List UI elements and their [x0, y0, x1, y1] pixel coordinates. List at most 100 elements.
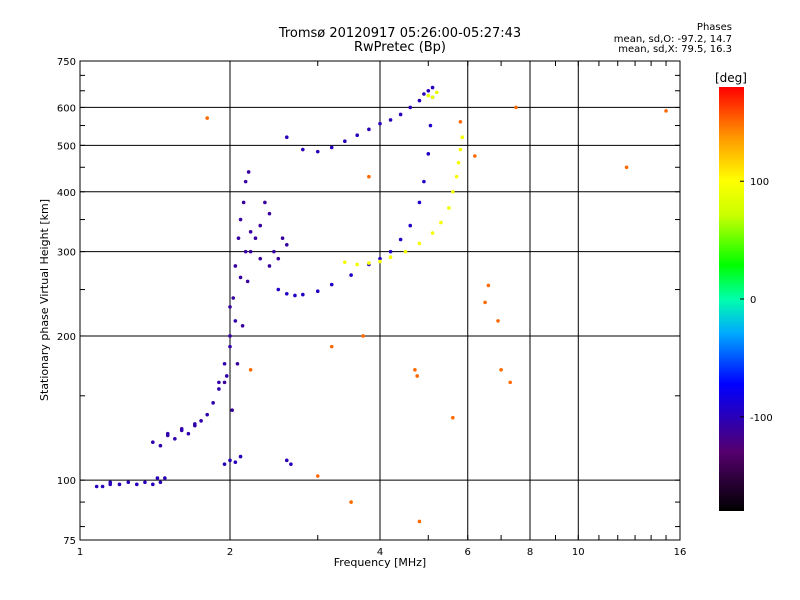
echo-point: [224, 374, 229, 378]
echo-point: [284, 242, 289, 247]
echo-point: [329, 344, 334, 349]
echo-point: [301, 292, 305, 297]
echo-point: [430, 85, 435, 90]
echo-point: [483, 300, 487, 305]
echo-point: [228, 334, 232, 338]
echo-point: [388, 249, 393, 254]
echo-point: [228, 305, 232, 309]
phases-o-stats: mean, sd,O: -97.2, 14.7: [613, 34, 732, 45]
echo-point: [236, 236, 241, 240]
echo-point: [243, 179, 248, 184]
echo-point: [163, 476, 167, 480]
x-tick-label: 4: [377, 547, 383, 558]
colorbar-tick-label: 100: [750, 177, 769, 188]
echo-point: [664, 109, 668, 113]
echo-point: [456, 160, 461, 165]
echo-point: [403, 249, 408, 254]
echo-point: [415, 374, 419, 378]
echo-point: [222, 462, 227, 466]
echo-point: [246, 170, 251, 174]
echo-point: [413, 367, 417, 372]
echo-point: [230, 408, 234, 412]
y-tick-label: 400: [57, 188, 76, 199]
echo-point: [241, 200, 246, 205]
echo-point: [458, 119, 463, 124]
echo-point: [94, 484, 99, 489]
echo-point: [408, 223, 413, 228]
colorbar-label: [deg]: [715, 71, 747, 85]
echo-point: [186, 431, 191, 436]
echo-point: [155, 476, 160, 480]
echo-point: [378, 121, 382, 126]
echo-point: [349, 500, 353, 504]
y-tick-label: 600: [57, 103, 76, 114]
echo-point: [267, 211, 272, 216]
echo-point: [422, 179, 426, 184]
echo-point: [496, 319, 500, 323]
echo-point: [217, 380, 221, 385]
echo-point: [151, 440, 155, 445]
y-tick-label: 750: [57, 57, 76, 68]
echo-point: [473, 154, 477, 158]
echo-point: [117, 482, 122, 487]
echo-point: [253, 236, 258, 240]
echo-point: [460, 135, 465, 139]
echo-point: [329, 145, 334, 150]
echo-point: [158, 480, 163, 485]
echo-point: [293, 293, 297, 298]
echo-point: [398, 112, 403, 117]
echo-point: [315, 289, 320, 294]
echo-point: [276, 256, 281, 261]
echo-point: [426, 88, 431, 93]
echo-point: [245, 279, 250, 284]
echo-point: [315, 474, 320, 478]
echo-point: [193, 422, 197, 426]
echo-point: [417, 241, 422, 246]
echo-point: [205, 116, 209, 120]
echo-point: [272, 249, 276, 254]
echo-point: [408, 105, 413, 110]
echo-point: [235, 361, 240, 366]
echo-point: [248, 367, 253, 372]
y-tick-label: 200: [57, 332, 76, 343]
y-tick-label: 300: [57, 248, 76, 259]
echo-point: [240, 324, 245, 328]
echo-point: [388, 118, 393, 122]
x-tick-label: 2: [227, 547, 233, 558]
echo-point: [367, 127, 371, 132]
echo-point: [355, 262, 359, 267]
echo-point: [231, 296, 236, 300]
echo-point: [388, 255, 393, 260]
echo-point: [499, 367, 503, 372]
echo-point: [301, 147, 305, 152]
y-tick-label: 75: [63, 536, 76, 547]
echo-point: [367, 174, 371, 179]
echo-point: [233, 264, 238, 268]
echo-point: [508, 380, 512, 385]
echo-point: [343, 139, 347, 144]
echo-point: [514, 105, 518, 110]
echo-point: [349, 273, 353, 277]
phases-x-stats: mean, sd,X: 79.5, 16.3: [618, 44, 732, 55]
echo-point: [151, 482, 155, 487]
echo-point: [100, 484, 105, 489]
echo-point: [315, 149, 320, 154]
echo-point: [228, 458, 232, 463]
phases-heading: Phases: [696, 22, 732, 33]
echo-point: [284, 291, 289, 296]
echo-point: [243, 249, 248, 254]
echo-point: [248, 229, 253, 234]
echo-point: [108, 482, 113, 487]
echo-point: [165, 431, 170, 436]
echo-point: [428, 123, 433, 128]
echo-point: [426, 152, 431, 156]
y-axis-label: Stationary phase Virtual Height [km]: [38, 199, 51, 401]
echo-point: [238, 275, 243, 280]
colorbar-tick-label: -100: [750, 413, 773, 424]
echo-point: [280, 236, 285, 240]
echo-point: [233, 460, 238, 465]
echo-point: [289, 462, 293, 466]
echo-point: [276, 287, 281, 292]
echo-point: [422, 92, 426, 96]
